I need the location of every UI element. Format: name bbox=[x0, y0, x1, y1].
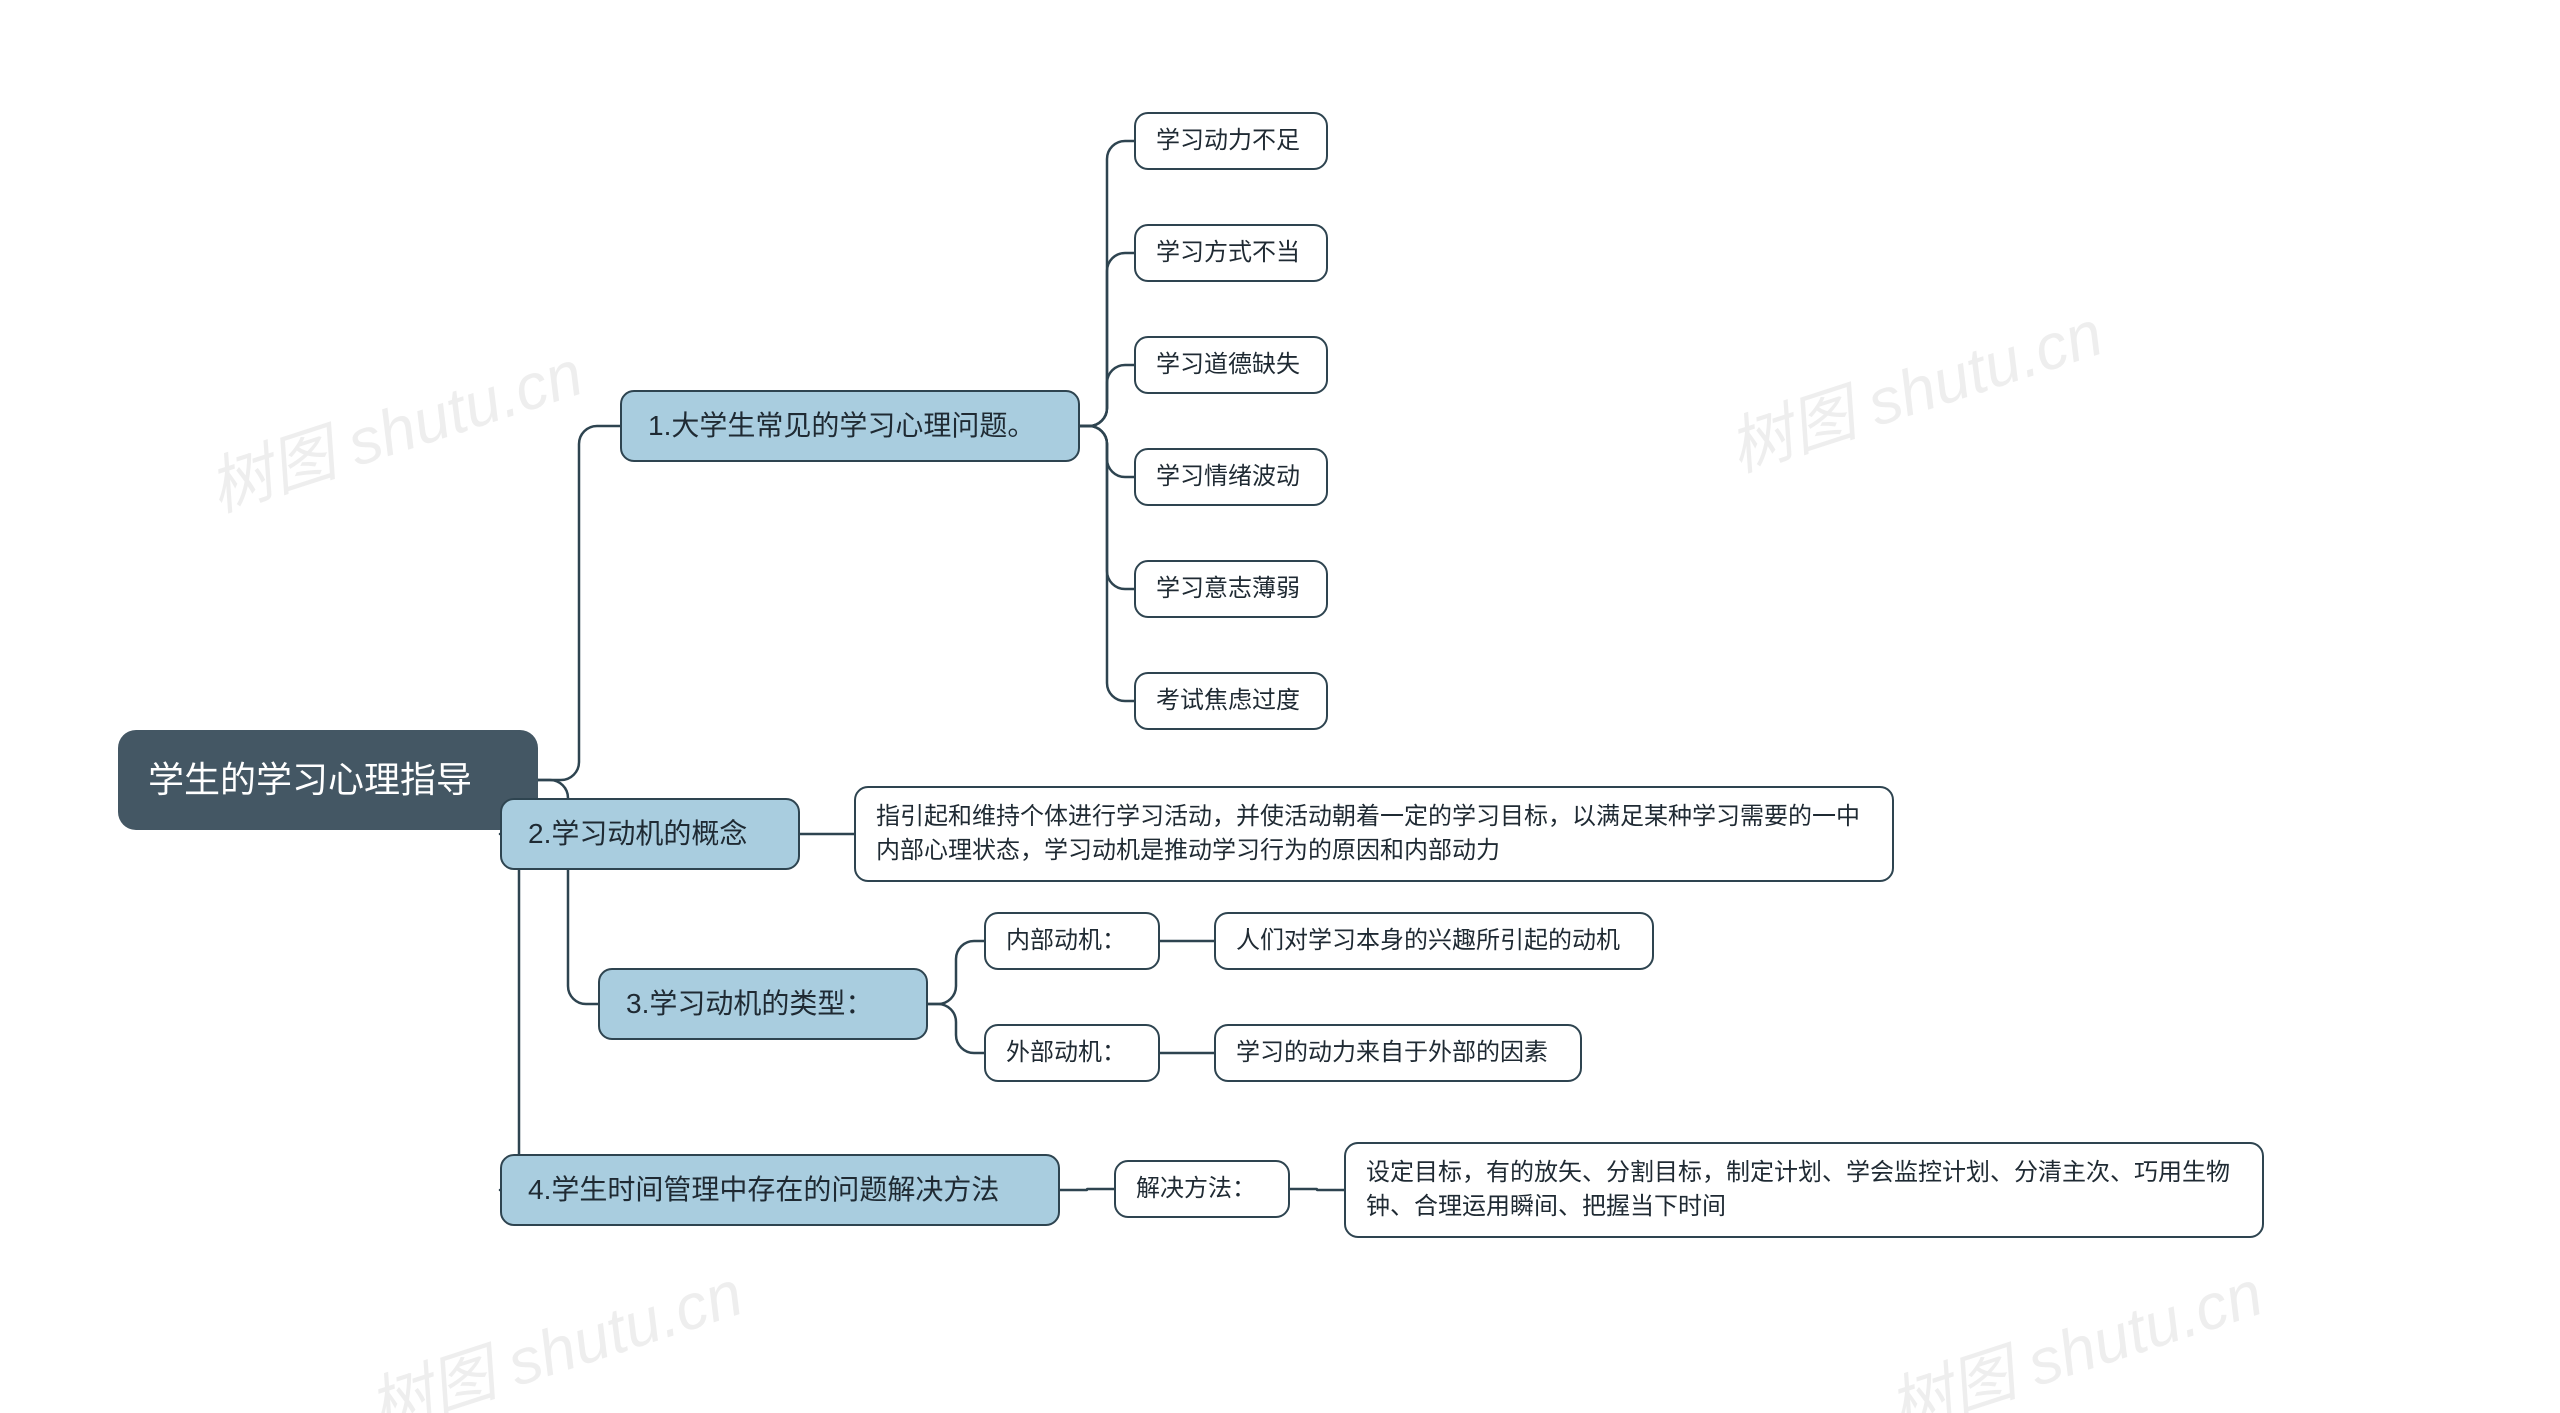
branch-4: 4.学生时间管理中存在的问题解决方法 bbox=[500, 1154, 1060, 1226]
watermark: 树图 shutu.cn bbox=[195, 322, 592, 529]
branch-2: 2.学习动机的概念 bbox=[500, 798, 800, 870]
leaf-b1-3: 学习情绪波动 bbox=[1134, 448, 1328, 506]
leaf-b1-1: 学习方式不当 bbox=[1134, 224, 1328, 282]
leaf-b3-1-0: 学习的动力来自于外部的因素 bbox=[1214, 1024, 1582, 1082]
leaf-b3-0-0: 人们对学习本身的兴趣所引起的动机 bbox=[1214, 912, 1654, 970]
watermark: 树图 shutu.cn bbox=[1875, 1242, 2272, 1413]
watermark: 树图 shutu.cn bbox=[1715, 282, 2112, 489]
watermark: 树图 shutu.cn bbox=[355, 1242, 752, 1413]
root-node: 学生的学习心理指导 bbox=[118, 730, 538, 830]
leaf-b1-0: 学习动力不足 bbox=[1134, 112, 1328, 170]
branch-3: 3.学习动机的类型： bbox=[598, 968, 928, 1040]
leaf-b3-0: 内部动机： bbox=[984, 912, 1160, 970]
leaf-b2-0: 指引起和维持个体进行学习活动，并使活动朝着一定的学习目标，以满足某种学习需要的一… bbox=[854, 786, 1894, 882]
branch-1: 1.大学生常见的学习心理问题。 bbox=[620, 390, 1080, 462]
leaf-b1-2: 学习道德缺失 bbox=[1134, 336, 1328, 394]
leaf-b4-0-0: 设定目标，有的放矢、分割目标，制定计划、学会监控计划、分清主次、巧用生物钟、合理… bbox=[1344, 1142, 2264, 1238]
leaf-b3-1: 外部动机： bbox=[984, 1024, 1160, 1082]
leaf-b1-4: 学习意志薄弱 bbox=[1134, 560, 1328, 618]
leaf-b1-5: 考试焦虑过度 bbox=[1134, 672, 1328, 730]
leaf-b4-0: 解决方法： bbox=[1114, 1160, 1290, 1218]
